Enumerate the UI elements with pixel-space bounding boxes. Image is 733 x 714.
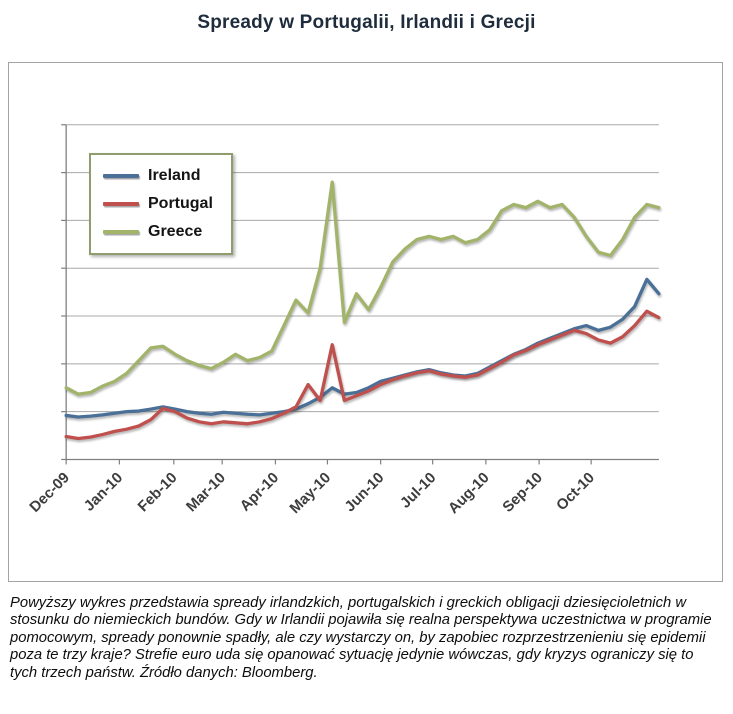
legend-item-greece: Greece	[103, 220, 213, 244]
x-axis-label: Sep-10	[499, 469, 546, 516]
legend-label: Ireland	[148, 167, 201, 184]
legend-item-ireland: Ireland	[103, 164, 213, 188]
legend-line-swatch	[103, 174, 139, 178]
x-axis-label: Oct-10	[553, 469, 598, 514]
series-line-greece	[64, 180, 661, 396]
x-axis-label: Jan-10	[81, 469, 126, 514]
x-axis-label: Aug-10	[445, 469, 493, 517]
x-axis-label: Apr-10	[237, 469, 282, 514]
x-axis-label: Mar-10	[183, 469, 229, 515]
legend-label: Portugal	[148, 195, 213, 212]
x-axis-label: Dec-09	[26, 469, 73, 516]
legend-line-swatch	[103, 230, 139, 234]
x-axis-label: May-10	[286, 469, 334, 517]
chart-title: Spready w Portugalii, Irlandii i Grecji	[197, 12, 536, 33]
chart-legend: Ireland Portugal Greece	[89, 153, 233, 255]
legend-line-swatch	[103, 202, 139, 206]
x-axis-label: Feb-10	[135, 469, 181, 515]
legend-item-portugal: Portugal	[103, 192, 213, 216]
chart-frame: Dec-09 Jan-10 Feb-10 Mar-10 Apr-10 May-10 Jun-…	[8, 62, 723, 582]
x-axis-label: Jul-10	[397, 469, 440, 512]
x-axis-label: Jun-10	[341, 469, 387, 515]
legend-label: Greece	[148, 223, 203, 240]
series-line-portugal	[64, 309, 661, 441]
caption-text: Powyższy wykres przedstawia spready irla…	[10, 595, 712, 681]
line-chart: Dec-09 Jan-10 Feb-10 Mar-10 Apr-10 May-10 Jun-…	[26, 124, 661, 517]
